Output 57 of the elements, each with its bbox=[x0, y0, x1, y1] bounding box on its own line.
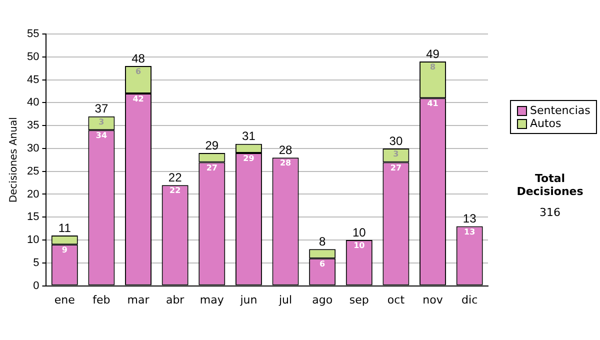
x-tick-label: may bbox=[200, 293, 224, 306]
y-tick-label: 55 bbox=[26, 28, 40, 40]
total-label: 22 bbox=[168, 170, 182, 184]
data-label: 3 bbox=[393, 150, 399, 159]
x-tick-label: ago bbox=[312, 293, 333, 306]
x-tick-label: nov bbox=[422, 293, 444, 306]
legend-label: Sentencias bbox=[530, 104, 590, 117]
x-tick-label: dic bbox=[462, 293, 478, 306]
x-tick-label: oct bbox=[387, 293, 406, 306]
legend-label: Autos bbox=[530, 117, 562, 130]
data-label: 27 bbox=[390, 163, 402, 172]
data-label: 42 bbox=[132, 94, 144, 104]
data-label: 27 bbox=[206, 163, 218, 172]
data-label: 3 bbox=[98, 117, 104, 126]
y-tick-label: 15 bbox=[26, 211, 40, 224]
y-tick-label: 50 bbox=[26, 50, 40, 63]
total-label: 49 bbox=[426, 46, 440, 61]
y-tick-label: 0 bbox=[33, 280, 40, 292]
total-label: 28 bbox=[278, 142, 293, 157]
data-label: 6 bbox=[135, 67, 142, 76]
total-label: 37 bbox=[94, 102, 108, 116]
x-tick-label: mar bbox=[127, 293, 150, 306]
x-tick-label: ene bbox=[54, 293, 76, 306]
data-label: 9 bbox=[62, 246, 68, 255]
y-tick-label: 5 bbox=[33, 256, 40, 269]
x-tick-label: jul bbox=[278, 293, 292, 306]
y-axis-title: Decisiones Anual bbox=[8, 117, 20, 203]
data-label: 28 bbox=[280, 158, 292, 168]
total-label: 29 bbox=[205, 138, 219, 152]
x-tick-label: jun bbox=[239, 293, 258, 306]
x-tick-label: abr bbox=[166, 293, 185, 306]
x-tick-label: feb bbox=[92, 293, 110, 306]
data-label: 22 bbox=[170, 186, 181, 196]
total-label: 8 bbox=[318, 234, 326, 248]
total-label: 48 bbox=[132, 51, 146, 66]
y-tick-label: 45 bbox=[26, 74, 40, 86]
text: 316 bbox=[538, 206, 562, 219]
data-label: 10 bbox=[354, 241, 366, 250]
total-label: 30 bbox=[389, 134, 403, 148]
data-label: 13 bbox=[464, 227, 476, 236]
y-tick-label: 40 bbox=[26, 96, 40, 109]
y-tick-label: 30 bbox=[26, 142, 40, 154]
data-label: 8 bbox=[430, 62, 436, 72]
data-label: 34 bbox=[96, 131, 108, 140]
text: Total Decisiones bbox=[516, 172, 584, 198]
y-tick-label: 35 bbox=[26, 120, 40, 132]
y-tick-label: 20 bbox=[26, 188, 40, 200]
data-label: 6 bbox=[320, 259, 326, 268]
total-label: 11 bbox=[58, 220, 72, 235]
x-tick-label: sep bbox=[349, 293, 369, 306]
total-label: 13 bbox=[462, 212, 477, 226]
data-label: 41 bbox=[427, 99, 439, 108]
y-tick-label: 10 bbox=[26, 234, 40, 246]
total-label: 31 bbox=[242, 129, 256, 144]
data-label: 29 bbox=[243, 154, 255, 164]
total-label: 10 bbox=[352, 225, 366, 240]
y-tick-label: 25 bbox=[26, 165, 40, 178]
